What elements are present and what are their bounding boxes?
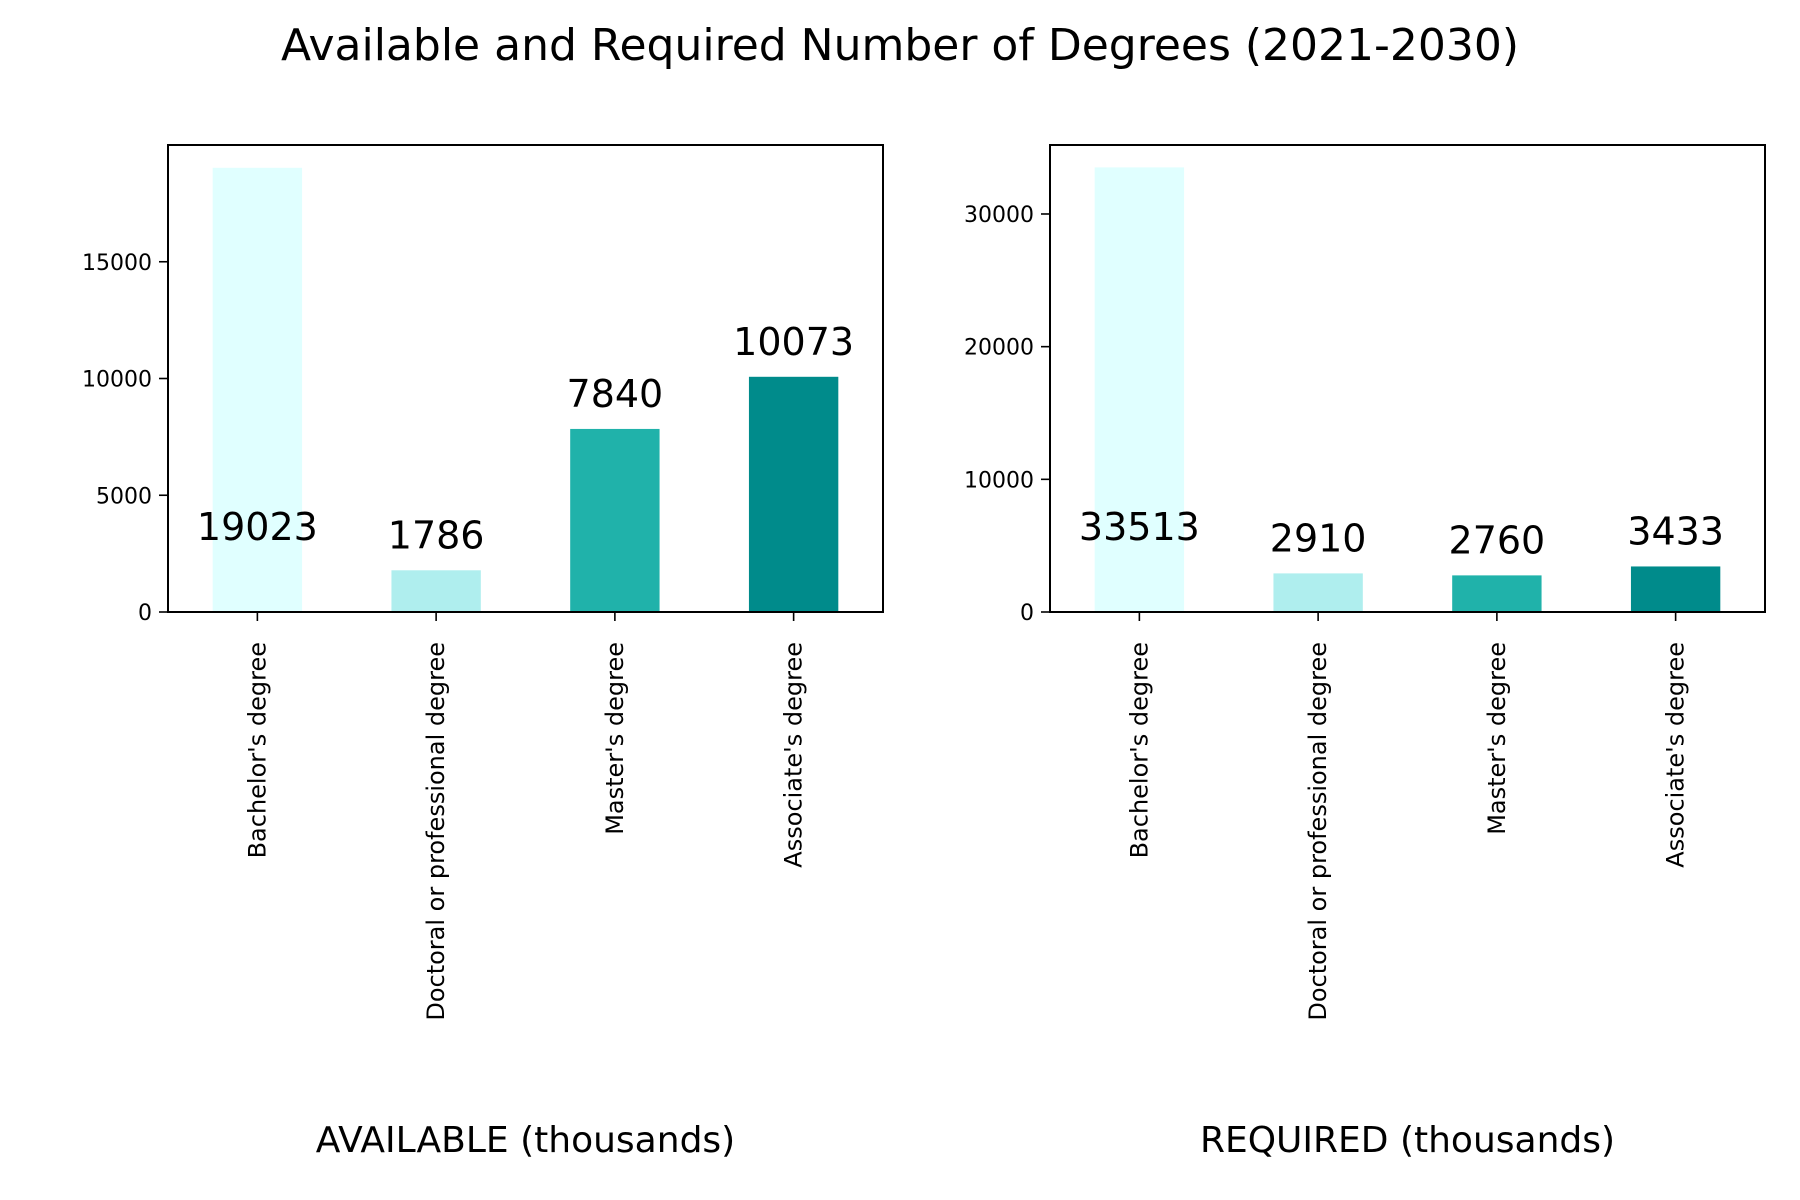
required-data-label-bachelors: 33513 (1079, 505, 1200, 549)
available-chart: 19023 Bachelor's degree 1786 Doctoral or pr… (82, 144, 884, 1161)
available-data-label-doctoral: 1786 (388, 513, 485, 557)
available-data-label-bachelors: 19023 (197, 505, 318, 549)
required-category-label-doctoral: Doctoral or professional degree (1304, 642, 1332, 1021)
required-data-label-associates: 3433 (1627, 509, 1724, 553)
required-axes-frame (1049, 144, 1766, 613)
available-ytick-label: 0 (138, 601, 152, 626)
available-ytick-label: 10000 (82, 368, 152, 393)
required-ytick-label: 30000 (964, 203, 1034, 228)
required-data-label-doctoral: 2910 (1270, 516, 1367, 560)
required-ytick-label: 0 (1020, 601, 1034, 626)
required-chart: 33513 Bachelor's degree 2910 Doctoral or pr… (964, 144, 1766, 1161)
required-category-label-associates: Associate's degree (1662, 642, 1690, 868)
required-x-axis-label: REQUIRED (thousands) (1200, 1120, 1615, 1161)
required-bar-associates (1630, 566, 1721, 612)
available-bar-associates (748, 376, 839, 612)
required-ytick-label: 20000 (964, 336, 1034, 361)
available-category-label-masters: Master's degree (601, 642, 629, 835)
required-bar-doctoral (1273, 573, 1363, 612)
available-ytick-label: 5000 (96, 484, 152, 509)
available-data-label-associates: 10073 (733, 320, 854, 364)
required-data-label-masters: 2760 (1449, 518, 1546, 562)
available-data-label-masters: 7840 (567, 372, 664, 416)
available-bar-bachelors (212, 167, 303, 613)
required-bar-masters (1452, 575, 1542, 612)
required-category-label-bachelors: Bachelor's degree (1125, 642, 1153, 858)
figure-title: Available and Required Number of Degrees… (281, 20, 1519, 71)
available-ytick-label: 15000 (82, 251, 152, 276)
available-axes-frame (167, 144, 884, 613)
available-category-label-associates: Associate's degree (780, 642, 808, 868)
available-category-label-doctoral: Doctoral or professional degree (422, 642, 450, 1021)
available-x-axis-label: AVAILABLE (thousands) (316, 1120, 735, 1161)
required-ytick-label: 10000 (964, 468, 1034, 493)
available-category-label-bachelors: Bachelor's degree (243, 642, 271, 858)
available-bar-doctoral (391, 570, 481, 612)
required-bar-bachelors (1094, 167, 1185, 612)
available-bar-masters (570, 428, 660, 612)
required-category-label-masters: Master's degree (1483, 642, 1511, 835)
